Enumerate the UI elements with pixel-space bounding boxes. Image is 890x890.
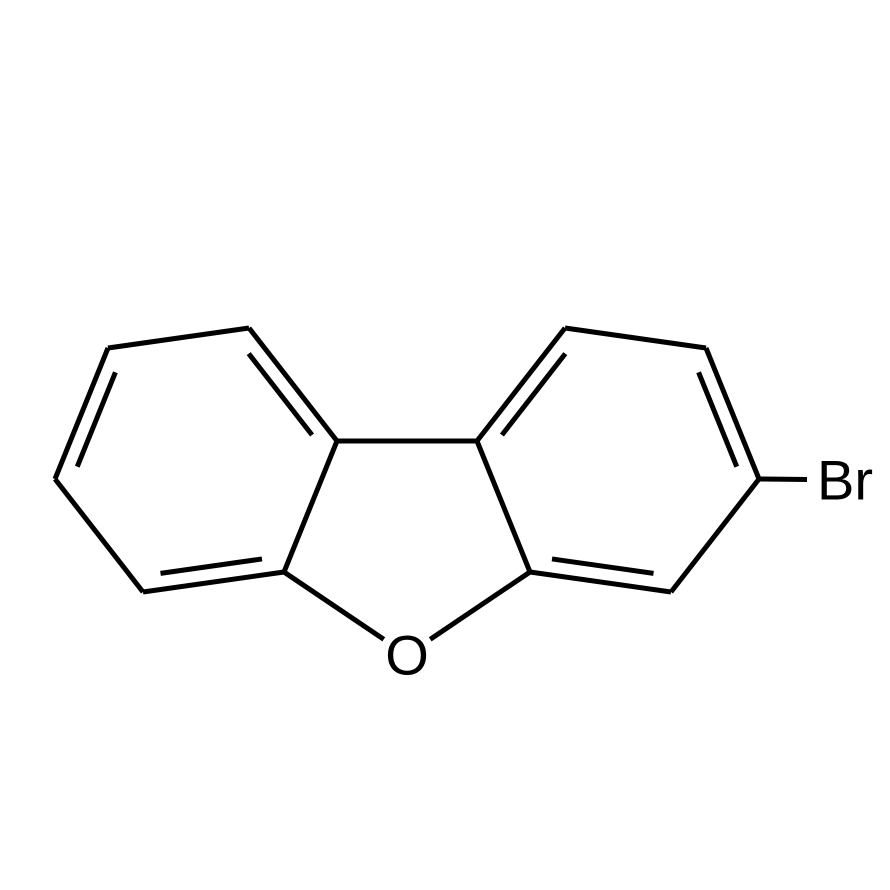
bonds-layer	[55, 328, 807, 639]
atom-label-o: O	[385, 624, 429, 687]
atom-label-br: Br	[817, 449, 873, 512]
chemical-structure-diagram: O Br	[0, 0, 890, 890]
